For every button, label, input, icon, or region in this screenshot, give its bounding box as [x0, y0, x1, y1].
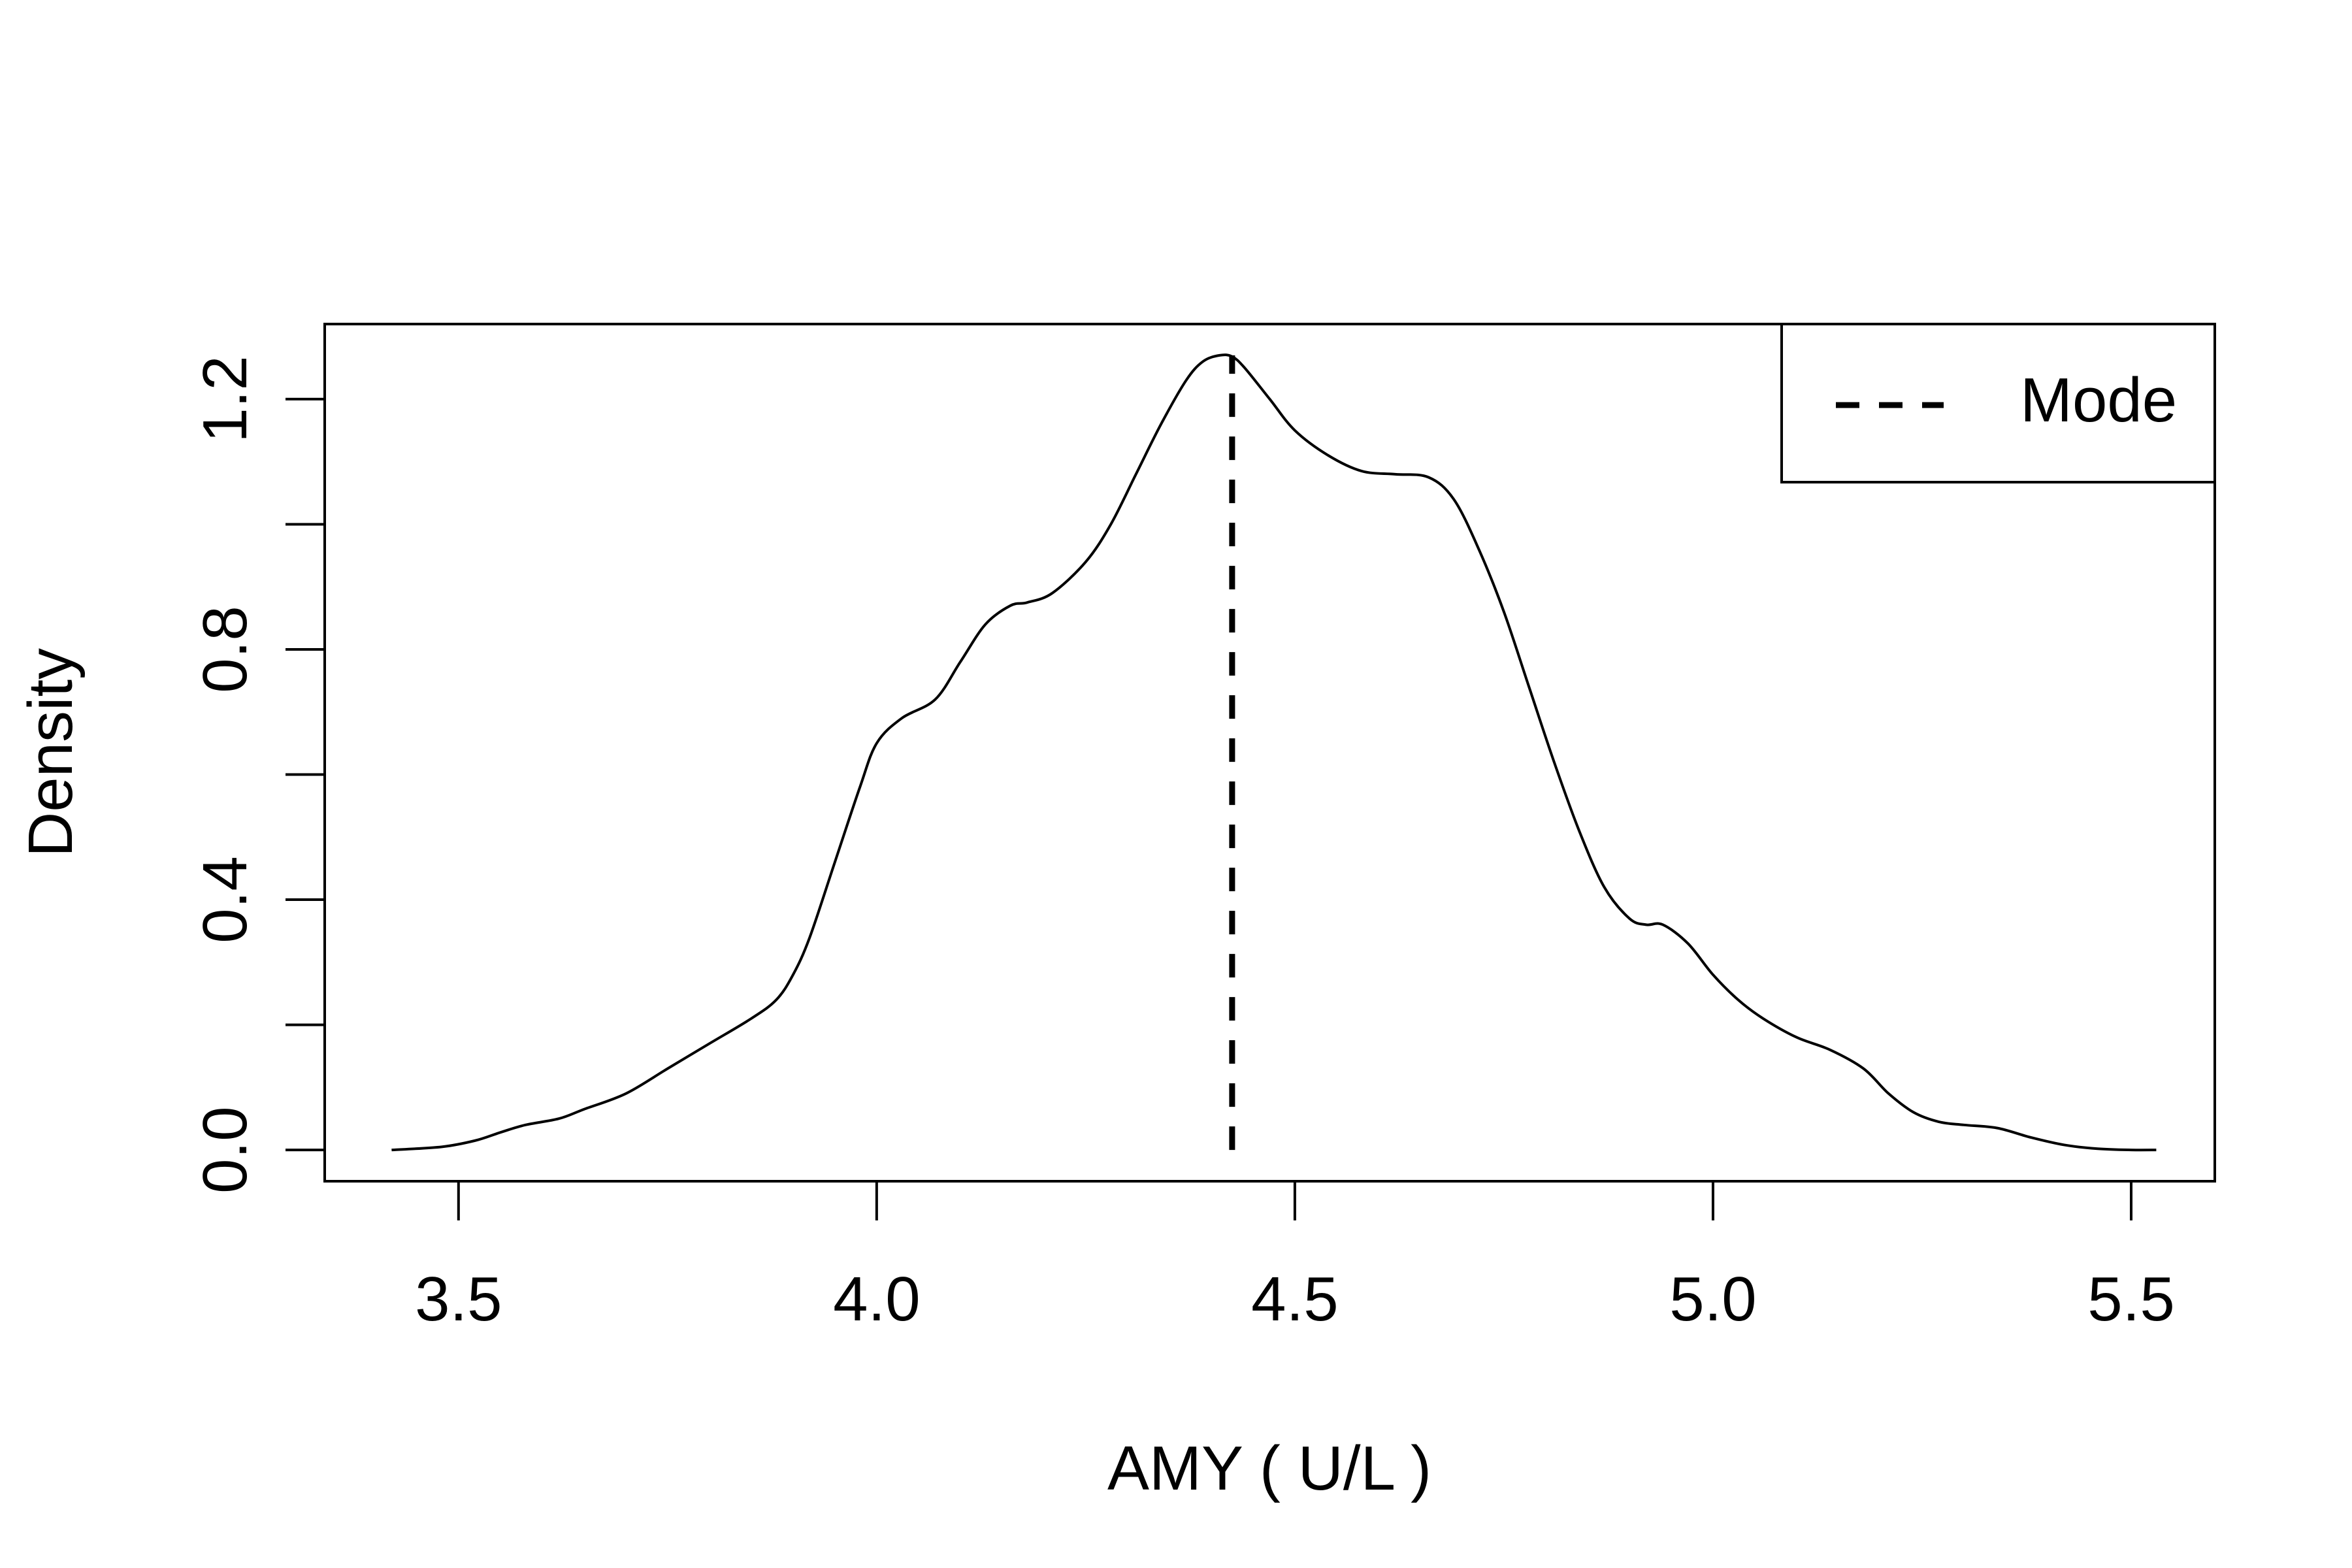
density-curve — [391, 353, 2157, 1152]
x-tick-label: 5.0 — [1669, 1264, 1756, 1334]
y-axis-label: Density — [16, 648, 86, 857]
plot-area — [391, 353, 2157, 1152]
legend: Mode — [1780, 323, 2216, 483]
y-tick-label: 1.2 — [190, 355, 260, 442]
x-tick-label: 5.5 — [2087, 1264, 2174, 1334]
plot-frame — [323, 323, 2216, 1183]
x-tick-label: 4.5 — [1251, 1264, 1338, 1334]
y-tick-label: 0.4 — [190, 856, 260, 943]
legend-mode-label: Mode — [2020, 365, 2177, 435]
x-tick-label: 4.0 — [833, 1264, 920, 1334]
x-axis: 3.5 4.0 4.5 5.0 5.5 — [415, 1181, 2175, 1334]
x-tick-label: 3.5 — [415, 1264, 502, 1334]
y-tick-label: 0.0 — [190, 1106, 260, 1193]
y-axis: 0.0 0.4 0.8 1.2 — [190, 355, 325, 1194]
x-axis-label: AMY ( U/L ) — [1107, 1433, 1431, 1503]
y-tick-label: 0.8 — [190, 606, 260, 693]
